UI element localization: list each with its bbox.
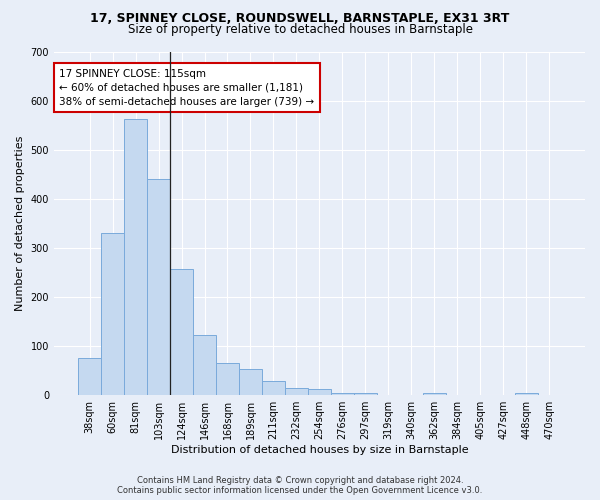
Bar — [147, 179, 170, 395]
Bar — [216, 364, 239, 395]
Bar — [124, 119, 147, 395]
X-axis label: Distribution of detached houses by size in Barnstaple: Distribution of detached houses by size … — [170, 445, 468, 455]
Text: Contains HM Land Registry data © Crown copyright and database right 2024.
Contai: Contains HM Land Registry data © Crown c… — [118, 476, 482, 495]
Text: 17, SPINNEY CLOSE, ROUNDSWELL, BARNSTAPLE, EX31 3RT: 17, SPINNEY CLOSE, ROUNDSWELL, BARNSTAPL… — [91, 12, 509, 26]
Bar — [331, 393, 354, 395]
Bar — [354, 393, 377, 395]
Bar — [239, 369, 262, 395]
Text: Size of property relative to detached houses in Barnstaple: Size of property relative to detached ho… — [128, 22, 473, 36]
Bar — [423, 393, 446, 395]
Y-axis label: Number of detached properties: Number of detached properties — [15, 136, 25, 311]
Bar — [515, 393, 538, 395]
Bar — [308, 390, 331, 395]
Text: 17 SPINNEY CLOSE: 115sqm
← 60% of detached houses are smaller (1,181)
38% of sem: 17 SPINNEY CLOSE: 115sqm ← 60% of detach… — [59, 68, 314, 106]
Bar — [285, 388, 308, 395]
Bar — [193, 336, 216, 395]
Bar — [101, 233, 124, 395]
Bar — [78, 358, 101, 395]
Bar — [262, 382, 285, 395]
Bar — [170, 269, 193, 395]
